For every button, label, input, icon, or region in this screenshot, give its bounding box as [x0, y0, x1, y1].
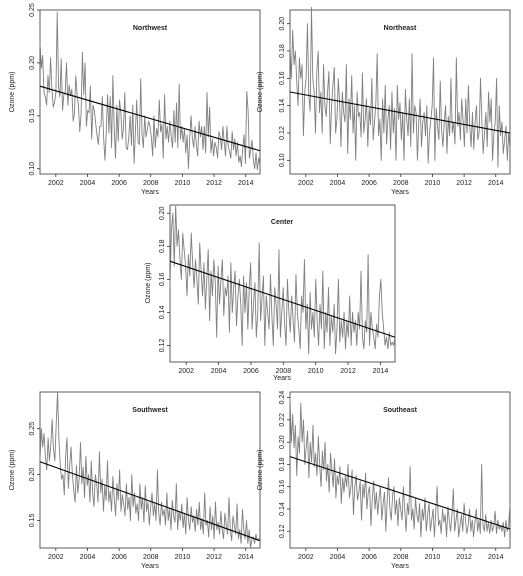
- x-tick-label: 2014: [238, 554, 254, 561]
- y-tick-label: 0.15: [29, 514, 36, 528]
- x-tick-label: 2012: [340, 368, 356, 375]
- y-tick-label: 0.14: [279, 502, 286, 516]
- y-tick-label: 0.22: [279, 413, 286, 427]
- y-tick-label: 0.18: [159, 239, 166, 253]
- y-tick-label: 0.25: [29, 3, 36, 17]
- x-tick-label: 2012: [456, 180, 472, 187]
- x-tick-label: 2004: [330, 554, 346, 561]
- x-axis-label: Years: [391, 563, 409, 570]
- panel-title: Southeast: [383, 407, 418, 414]
- panel-title: Northeast: [384, 25, 417, 32]
- trend-line: [289, 91, 511, 134]
- x-tick-label: 2008: [143, 180, 159, 187]
- ozone-series-line: [39, 11, 261, 171]
- y-tick-label: 0.20: [29, 56, 36, 70]
- x-tick-label: 2010: [425, 554, 441, 561]
- plot-frame: [289, 391, 511, 549]
- x-tick-label: 2014: [373, 368, 389, 375]
- x-tick-label: 2006: [111, 554, 127, 561]
- y-axis-label: Ozone (ppm): [145, 263, 152, 304]
- ozone-series-line: [289, 6, 511, 168]
- x-tick-label: 2014: [238, 180, 254, 187]
- x-axis-label: Years: [273, 375, 291, 382]
- x-tick-label: 2008: [393, 554, 409, 561]
- panel-center: Center Years Ozone (ppm) 2002 2004 2006 200…: [145, 204, 396, 382]
- y-tick-label: 0.20: [29, 468, 36, 482]
- x-tick-label: 2006: [361, 554, 377, 561]
- x-tick-label: 2002: [48, 180, 64, 187]
- panel-southeast: Southeast Years Ozone (ppm) 2002 2004 2006…: [257, 391, 511, 570]
- y-axis-label: Ozone (ppm): [9, 72, 16, 113]
- plot-frame: [39, 391, 261, 549]
- y-tick-label: 0.16: [279, 71, 286, 85]
- y-tick-label: 0.24: [279, 391, 286, 405]
- x-axis-label: Years: [141, 189, 159, 196]
- x-tick-label: 2014: [488, 554, 504, 561]
- trend-line: [169, 260, 396, 338]
- y-tick-label: 0.12: [159, 339, 166, 353]
- x-tick-label: 2010: [175, 554, 191, 561]
- x-tick-label: 2008: [393, 180, 409, 187]
- x-tick-label: 2012: [206, 554, 222, 561]
- y-tick-label: 0.14: [279, 99, 286, 113]
- trend-line: [39, 461, 261, 542]
- x-tick-label: 2010: [425, 180, 441, 187]
- x-tick-label: 2004: [80, 180, 96, 187]
- y-tick-label: 0.20: [279, 435, 286, 449]
- y-tick-label: 0.15: [29, 109, 36, 123]
- x-tick-label: 2002: [178, 368, 194, 375]
- x-tick-label: 2012: [456, 554, 472, 561]
- y-tick-label: 0.14: [159, 306, 166, 320]
- x-tick-label: 2004: [211, 368, 227, 375]
- y-tick-label: 0.18: [279, 458, 286, 472]
- y-tick-label: 0.18: [279, 44, 286, 58]
- y-tick-label: 0.25: [29, 422, 36, 436]
- panel-title: Southwest: [132, 407, 168, 414]
- x-tick-label: 2012: [206, 180, 222, 187]
- panel-title: Center: [271, 219, 293, 226]
- y-tick-label: 0.16: [279, 480, 286, 494]
- x-tick-label: 2004: [330, 180, 346, 187]
- plot-frame: [39, 9, 261, 175]
- y-tick-label: 0.20: [159, 206, 166, 220]
- ozone-series-line: [39, 391, 260, 549]
- y-tick-label: 0.20: [279, 17, 286, 31]
- x-tick-label: 2002: [298, 180, 314, 187]
- trend-line: [39, 85, 261, 152]
- x-tick-label: 2014: [488, 180, 504, 187]
- x-tick-label: 2002: [48, 554, 64, 561]
- y-axis-label: Ozone (ppm): [257, 72, 264, 113]
- x-tick-label: 2004: [80, 554, 96, 561]
- x-tick-label: 2006: [361, 180, 377, 187]
- x-axis-label: Years: [141, 563, 159, 570]
- ozone-series-line: [289, 397, 511, 538]
- x-tick-label: 2002: [298, 554, 314, 561]
- x-tick-label: 2010: [308, 368, 324, 375]
- panel-northwest: Northwest Years Ozone (ppm) 2002 2004 2006…: [9, 3, 261, 196]
- y-axis-label: Ozone (ppm): [257, 450, 264, 491]
- panel-southwest: Southwest Years Ozone (ppm) 2002 2004 2006…: [9, 391, 261, 570]
- trend-line: [289, 456, 511, 530]
- y-tick-label: 0.16: [159, 272, 166, 286]
- panel-northeast: Northeast Years Ozone (ppm) 2002 2004 2006…: [257, 6, 511, 196]
- x-tick-label: 2008: [276, 368, 292, 375]
- ozone-series-line: [169, 204, 396, 355]
- x-tick-label: 2006: [111, 180, 127, 187]
- y-axis-label: Ozone (ppm): [9, 450, 16, 491]
- x-tick-label: 2010: [175, 180, 191, 187]
- y-tick-label: 0.12: [279, 126, 286, 140]
- x-tick-label: 2008: [143, 554, 159, 561]
- x-axis-label: Years: [391, 189, 409, 196]
- y-tick-label: 0.10: [29, 162, 36, 176]
- y-tick-label: 0.12: [279, 524, 286, 538]
- panel-title: Northwest: [133, 25, 168, 32]
- y-tick-label: 0.10: [279, 153, 286, 167]
- x-tick-label: 2006: [243, 368, 259, 375]
